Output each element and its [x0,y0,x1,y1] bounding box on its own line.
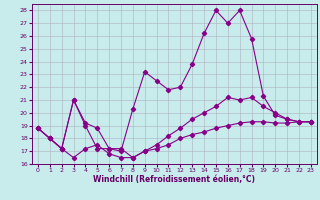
X-axis label: Windchill (Refroidissement éolien,°C): Windchill (Refroidissement éolien,°C) [93,175,255,184]
